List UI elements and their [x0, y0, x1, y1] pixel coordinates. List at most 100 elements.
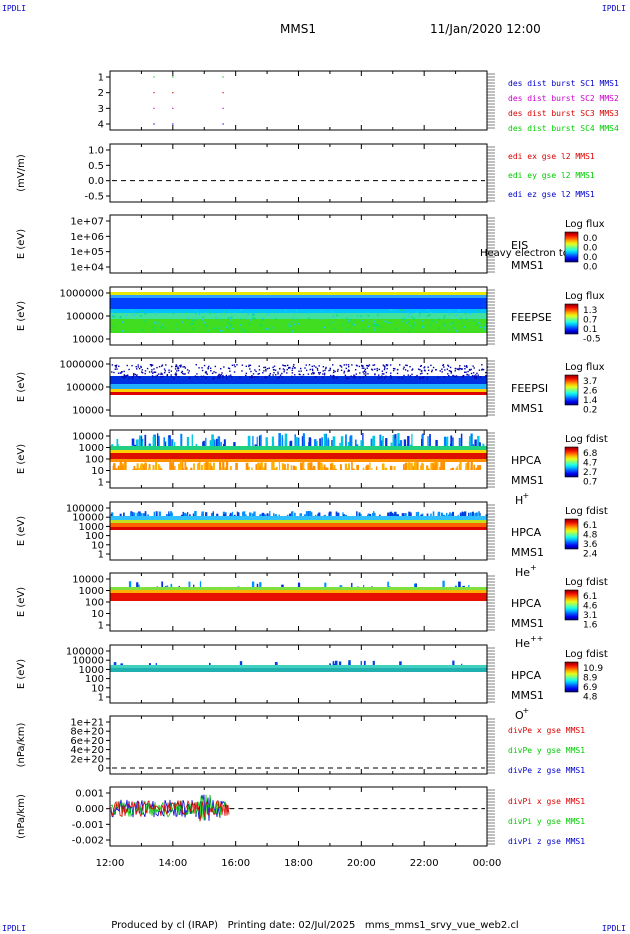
heatmap-pixel: [398, 376, 400, 379]
ytick-label: 3: [98, 104, 104, 115]
legend-entry: divPi x gse MMS1: [508, 797, 585, 806]
heatmap-pixel: [390, 377, 392, 379]
heatmap-pixel: [419, 365, 422, 368]
heatmap-pixel: [304, 367, 306, 369]
heatmap-pixel: [186, 369, 189, 371]
heatmap-pixel: [268, 367, 270, 369]
heatmap-pixel: [226, 377, 228, 379]
heatmap-pixel: [383, 377, 386, 379]
heatmap-spike: [255, 464, 258, 470]
heatmap-pixel: [225, 374, 228, 377]
heatmap-spike: [251, 467, 253, 470]
heatmap-spike: [451, 467, 455, 470]
eis-extra-label: Heavy electron to: [480, 248, 569, 259]
heatmap-spike: [451, 511, 455, 516]
heatmap-pixel: [245, 374, 247, 377]
heatmap-pixel: [386, 367, 388, 370]
heatmap-pixel: [151, 371, 153, 373]
heatmap-spike: [437, 511, 441, 516]
heatmap-pixel: [208, 365, 210, 368]
heatmap-pixel: [153, 371, 155, 374]
colorbar-tick: 2.4: [583, 550, 598, 560]
heatmap-spike: [300, 462, 303, 470]
heatmap-spike: [420, 438, 423, 446]
heatmap-spike: [265, 437, 268, 446]
heatmap-pixel: [209, 312, 211, 314]
heatmap-pixel: [264, 366, 267, 369]
heatmap-pixel: [153, 329, 155, 331]
heatmap-spike: [294, 434, 297, 446]
heatmap-spike: [137, 511, 141, 516]
heatmap-pixel: [194, 375, 196, 377]
heatmap-pixel: [287, 325, 289, 327]
heatmap-pixel: [439, 370, 441, 372]
heatmap-spike: [183, 512, 187, 516]
heatmap-spike: [363, 660, 366, 665]
heatmap-pixel: [362, 328, 364, 331]
heatmap-pixel: [325, 367, 327, 370]
heatmap-pixel: [383, 368, 386, 371]
heatmap-spike: [211, 434, 214, 446]
heatmap-pixel: [385, 364, 388, 366]
heatmap-spike: [323, 464, 326, 470]
heatmap-spike: [470, 468, 473, 470]
heatmap-spike: [117, 465, 120, 470]
heatmap-pixel: [220, 374, 223, 376]
heatmap-pixel: [405, 364, 407, 366]
heatmap-pixel: [454, 327, 456, 330]
heatmap-pixel: [448, 374, 450, 377]
heatmap-pixel: [362, 365, 364, 367]
heatmap-pixel: [333, 377, 335, 379]
heatmap-spike: [152, 436, 156, 446]
ytick-label: 6e+20: [70, 736, 104, 747]
heatmap-pixel: [111, 364, 114, 366]
heatmap-pixel: [132, 376, 134, 378]
heatmap-spike: [290, 465, 293, 470]
heatmap-pixel: [435, 369, 437, 371]
heatmap-pixel: [343, 370, 346, 373]
heatmap-pixel: [292, 329, 294, 331]
heatmap-spike: [191, 434, 193, 446]
heatmap-pixel: [311, 369, 314, 372]
heatmap-spike: [202, 440, 205, 446]
species-label: O: [515, 709, 524, 722]
heatmap-pixel: [179, 365, 181, 367]
heatmap-pixel: [204, 311, 207, 314]
heatmap-spike: [314, 439, 317, 446]
ytick-label: 1e+21: [70, 718, 104, 729]
colorbar-tick: 0.2: [583, 406, 597, 416]
heatmap-spike: [427, 468, 430, 470]
heatmap-pixel: [214, 365, 217, 368]
heatmap-pixel: [336, 370, 339, 372]
heatmap-spike: [354, 439, 357, 446]
heatmap-pixel: [459, 368, 462, 370]
heatmap-pixel: [396, 369, 399, 371]
heatmap-pixel: [201, 318, 204, 321]
heatmap-pixel: [286, 372, 288, 374]
colorbar-tick: 1.3: [583, 306, 597, 316]
heatmap-spike: [131, 514, 134, 516]
heatmap-spike: [320, 463, 323, 470]
heatmap-pixel: [377, 377, 380, 379]
colorbar-tick: 0.7: [583, 478, 597, 488]
heatmap-spike: [456, 466, 458, 470]
heatmap-spike: [467, 462, 470, 470]
heatmap-spike: [312, 465, 316, 470]
ytick-label: 1: [98, 550, 104, 561]
heatmap-spike: [468, 512, 470, 516]
heatmap-pixel: [117, 372, 120, 374]
heatmap-pixel: [332, 376, 334, 379]
heatmap-pixel: [306, 312, 308, 315]
heatmap-pixel: [348, 319, 350, 322]
legend-entry: divPe x gse MMS1: [508, 726, 585, 735]
heatmap-pixel: [128, 368, 130, 371]
heatmap-pixel: [228, 311, 230, 313]
heatmap-spike: [392, 434, 395, 446]
heatmap-pixel: [332, 374, 334, 377]
heatmap-pixel: [218, 376, 221, 378]
heatmap-band: [110, 376, 487, 384]
heatmap-pixel: [233, 371, 236, 373]
panel-content-burst: [153, 76, 224, 125]
heatmap-pixel: [180, 365, 182, 367]
